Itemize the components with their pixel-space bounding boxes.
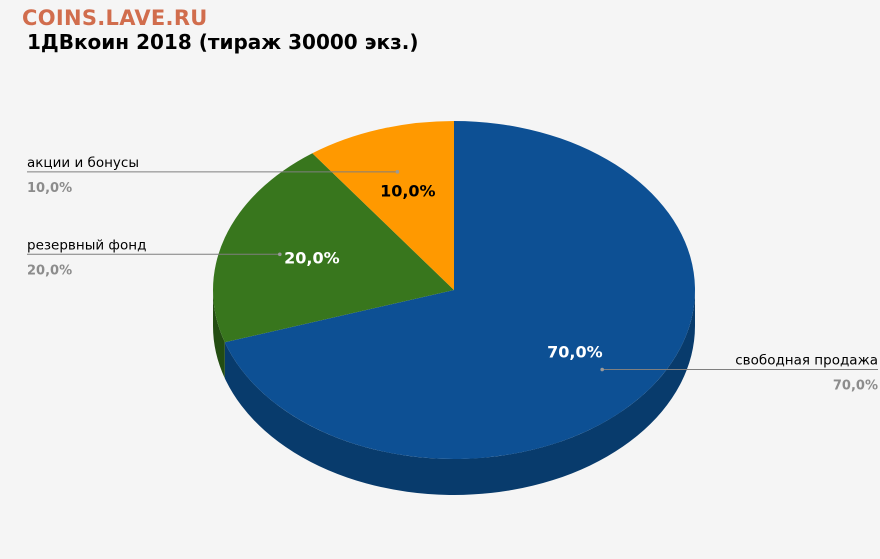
slice-акции-и-бонусы (312, 121, 454, 290)
callout-name: акции и бонусы (27, 155, 139, 171)
callout-dot (395, 170, 400, 174)
callout-dot (600, 367, 604, 372)
callout-резервный-фонд: резервный фонд 20,0% (27, 237, 282, 278)
slice-callouts: свободная продажа 70,0% резервный фонд 20,0… (27, 155, 878, 393)
callout-value: 70,0% (833, 378, 878, 393)
callout-акции-и-бонусы: акции и бонусы 10,0% (27, 155, 400, 196)
callout-name: резервный фонд (27, 237, 146, 253)
chart-title: 1ДВкоин 2018 (тираж 30000 экз.) (27, 30, 419, 54)
watermark: COINS.LAVE.RU (22, 6, 208, 30)
slice-свободная-продажа (224, 121, 695, 459)
slice-side-резервный-фонд (213, 290, 225, 379)
slice-value-label-резервный-фонд: 20,0% (284, 249, 340, 268)
callout-name: свободная продажа (735, 352, 878, 368)
slice-резервный-фонд (212, 153, 454, 343)
callout-value: 20,0% (27, 263, 72, 278)
slice-value-label-свободная-продажа: 70,0% (547, 343, 603, 362)
callout-value: 10,0% (27, 181, 72, 196)
callout-dot (278, 252, 282, 257)
slice-value-label-акции-и-бонусы: 10,0% (380, 181, 436, 200)
slice-value-labels: 70,0% 20,0% 10,0% (284, 181, 603, 361)
pie-sides (213, 290, 695, 496)
pie-slices (212, 121, 695, 459)
callout-свободная-продажа: свободная продажа 70,0% (600, 352, 878, 393)
slice-side-свободная-продажа (224, 290, 695, 496)
